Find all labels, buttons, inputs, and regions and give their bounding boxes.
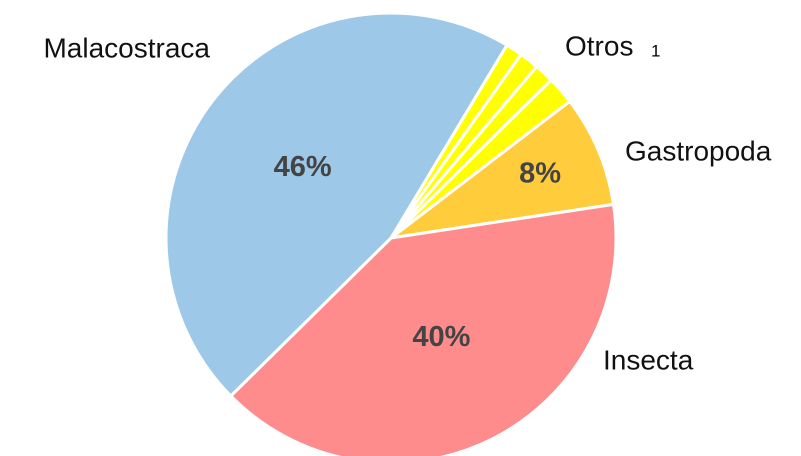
category-label: Malacostraca (43, 32, 210, 63)
category-label: Gastropoda (625, 135, 772, 166)
value-label: 40% (412, 321, 470, 353)
footnote-mark: 1 (651, 41, 660, 60)
value-label: 8% (519, 157, 561, 189)
pie-slice (390, 99, 616, 240)
otros-label: Otros (565, 30, 633, 61)
pie-slice (228, 202, 618, 456)
pie-slice (164, 11, 509, 399)
value-label: 46% (274, 151, 332, 183)
category-label: Insecta (603, 344, 694, 375)
